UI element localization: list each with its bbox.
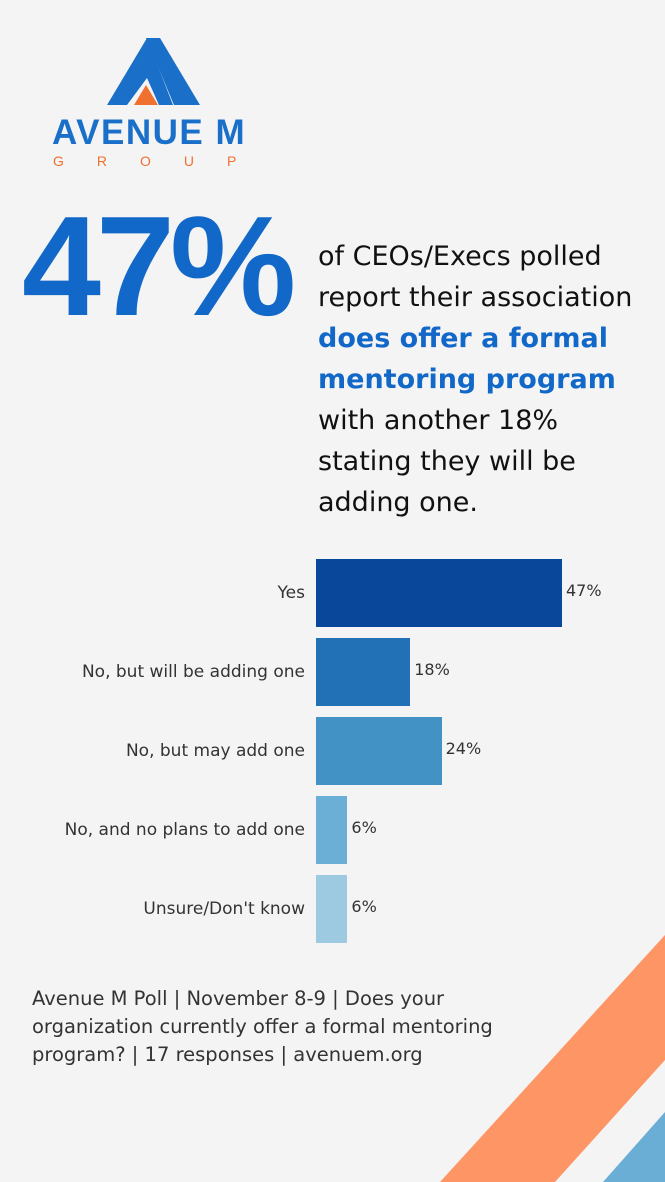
headline-highlight: does offer a formal mentoring program	[318, 323, 616, 395]
logo-name: AVENUE M	[52, 113, 247, 152]
category-label: Yes	[277, 583, 305, 603]
category-label: No, and no plans to add one	[64, 820, 305, 840]
value-label: 47%	[566, 581, 602, 600]
category-label: Unsure/Don't know	[143, 899, 305, 919]
bar-1	[316, 638, 411, 706]
headline-text: of CEOs/Execs polled report their associ…	[318, 236, 658, 523]
headline-text-after: with another 18% stating they will be ad…	[318, 405, 576, 518]
avenue-m-logo-icon	[107, 38, 200, 105]
bar-0	[316, 559, 562, 627]
footer-source: Avenue M Poll | November 8-9 | Does your…	[32, 987, 493, 1066]
value-label: 6%	[351, 818, 377, 837]
category-label: No, but will be adding one	[81, 662, 305, 682]
headline-text-before: of CEOs/Execs polled report their associ…	[318, 241, 633, 313]
bar-chart: Yes 47% No, but will be adding one 18% No, b…	[0, 550, 665, 960]
category-label: No, but may add one	[125, 741, 305, 761]
blue-stripe	[603, 1112, 665, 1182]
value-label: 24%	[445, 739, 482, 758]
logo-sub: GROUP	[53, 153, 270, 169]
value-label: 18%	[414, 660, 450, 679]
value-label: 6%	[351, 897, 377, 916]
bar-2	[316, 717, 442, 785]
orange-stripe	[440, 935, 665, 1182]
bar-3	[316, 796, 348, 864]
headline-stat: 47%	[22, 187, 296, 346]
bar-4	[316, 875, 348, 943]
